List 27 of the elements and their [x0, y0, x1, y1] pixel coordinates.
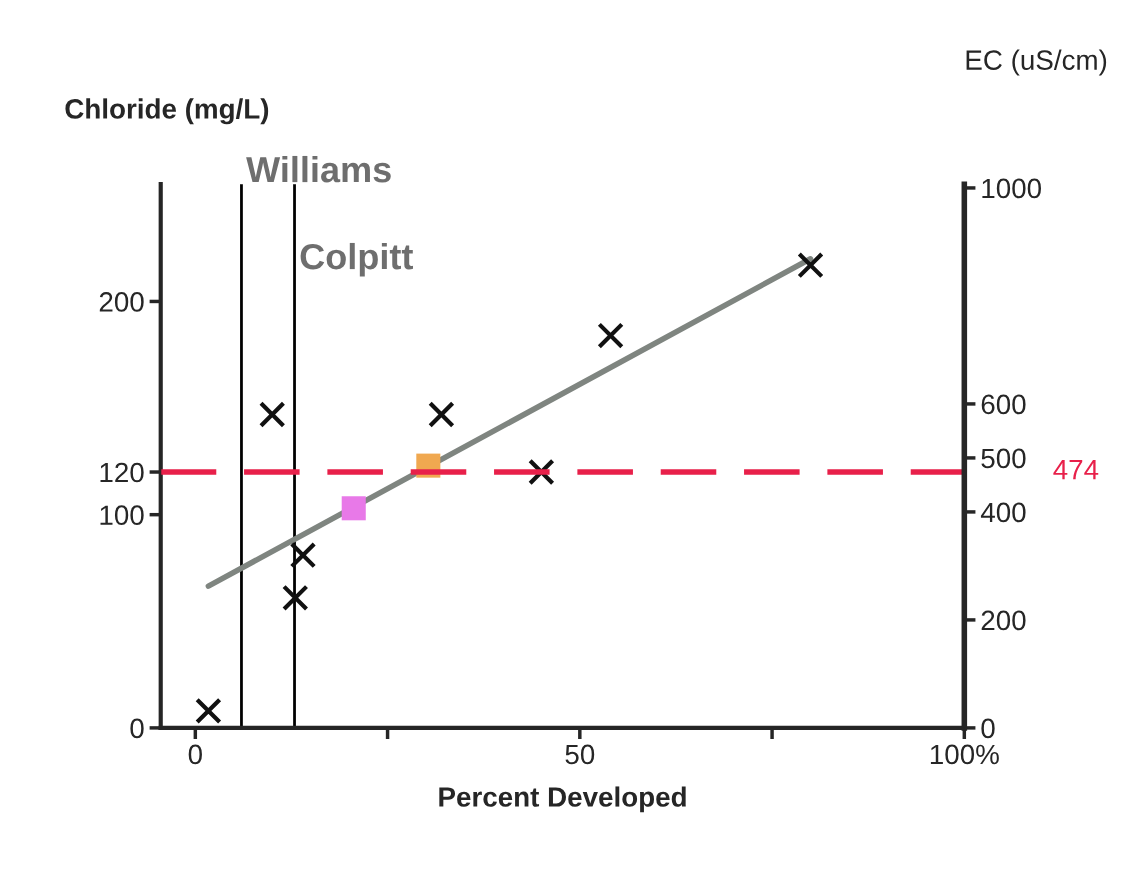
y-tick-label: 0	[130, 718, 144, 739]
y2-tick-label: 400	[980, 502, 1026, 523]
point	[597, 322, 624, 349]
y-tick-label: 100	[100, 505, 144, 526]
ref-line-label: 474	[1053, 460, 1099, 480]
x-tick-label: 50	[565, 744, 595, 765]
y2-tick-label: 0	[981, 718, 995, 739]
point	[341, 496, 366, 521]
point	[258, 401, 286, 428]
y2-tick-label: 1000	[982, 178, 1041, 199]
point	[289, 541, 317, 569]
y2-tick-label: 600	[981, 394, 1026, 415]
y2-axis-title: EC (uS/cm)	[966, 49, 1107, 76]
point	[797, 251, 824, 279]
y-axis-title: Chloride (mg/L)	[65, 98, 269, 125]
point	[282, 584, 309, 612]
x-tick-label: 100%	[930, 744, 999, 765]
y-tick-label: 200	[99, 292, 144, 312]
x-tick-label: 0	[188, 744, 202, 765]
y-tick-label: 120	[100, 462, 144, 483]
point	[195, 697, 222, 725]
x-axis-title: Percent Developed	[439, 786, 686, 813]
y2-tick-label: 200	[981, 610, 1026, 631]
ref-line-label: Colpitt	[300, 242, 414, 277]
y2-tick-label: 500	[981, 448, 1026, 469]
ref-line-label: Williams	[246, 155, 391, 183]
point	[428, 401, 455, 428]
